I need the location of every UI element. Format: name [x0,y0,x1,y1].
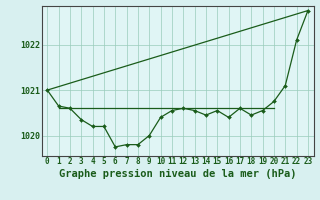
X-axis label: Graphe pression niveau de la mer (hPa): Graphe pression niveau de la mer (hPa) [59,169,296,179]
